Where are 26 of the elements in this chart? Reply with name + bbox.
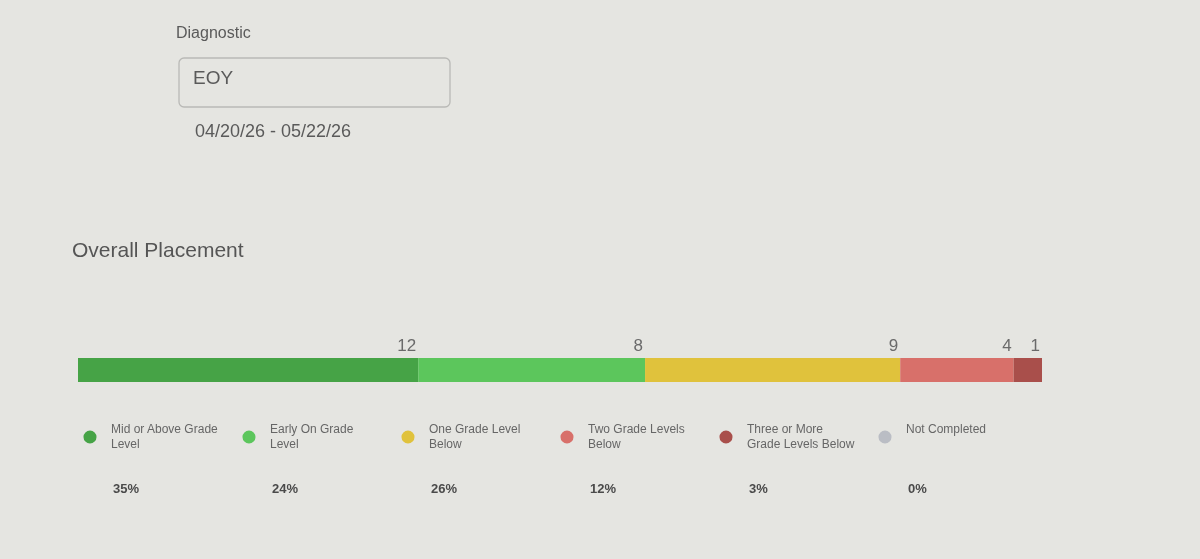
text: 3% (749, 481, 769, 496)
bar (418, 358, 646, 382)
text: 35% (113, 481, 140, 496)
text: 0% (908, 481, 928, 496)
bar (900, 358, 1014, 382)
text: 12% (590, 481, 617, 496)
legend-label: Two Grade Levels Below (588, 422, 685, 451)
bar (645, 358, 901, 382)
legend-label: Early On Grade Level (270, 422, 354, 451)
text: 26% (431, 481, 458, 496)
data-label: 1 (1030, 336, 1040, 355)
legend-label: Not Completed (906, 422, 987, 436)
data-label: 12 (397, 336, 417, 355)
text: Diagnostic (176, 24, 251, 41)
text: EOY (193, 67, 234, 88)
legend-label: Three or More Grade Levels Below (747, 422, 855, 451)
chart-title: Overall Placement (72, 238, 244, 261)
data-label: 4 (1002, 336, 1012, 355)
data-label: 8 (633, 336, 644, 355)
legend-label: One Grade Level Below (429, 422, 521, 451)
bar (1013, 358, 1042, 382)
legend-label: Mid or Above Grade Level (111, 422, 219, 451)
text: 24% (272, 481, 299, 496)
data-label: 9 (888, 336, 899, 355)
bar (78, 358, 419, 382)
text: 04/20/26 - 05/22/26 (195, 121, 352, 141)
